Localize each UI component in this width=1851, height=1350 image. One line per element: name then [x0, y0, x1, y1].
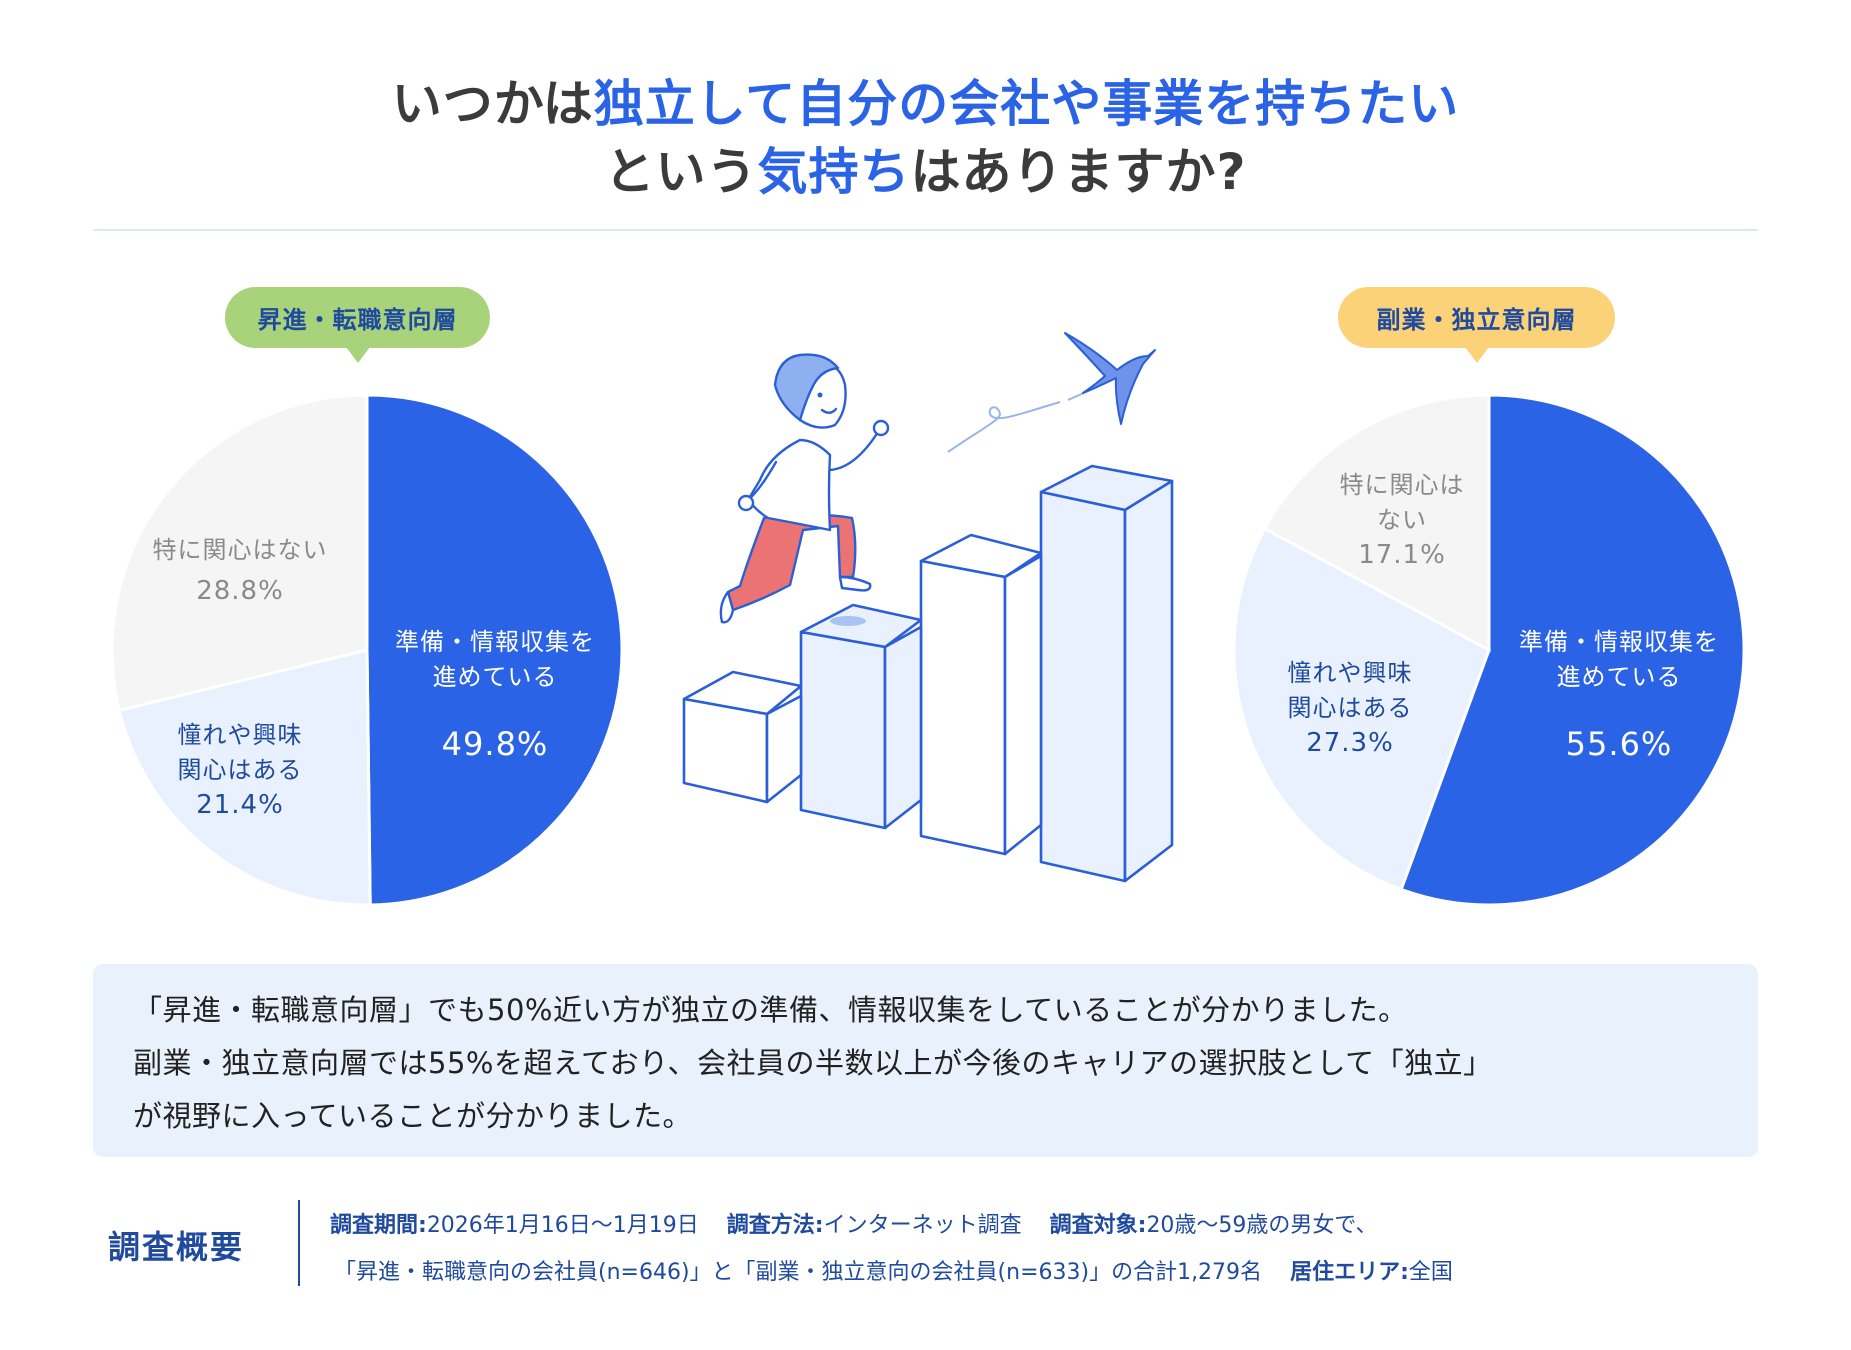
- label-interest: 憧れや興味 関心はある 27.3%: [1270, 656, 1430, 761]
- title-segment-highlight: 気持ち: [757, 143, 911, 201]
- value-prepare: 55.6%: [1565, 725, 1673, 763]
- summary-line-3: が視野に入っていることが分かりました。: [133, 1099, 693, 1133]
- slice-interest: [1232, 526, 1491, 892]
- value-prepare: 49.8%: [441, 725, 549, 763]
- slice-none: [1262, 393, 1491, 653]
- title-segment: はありますか?: [910, 143, 1247, 201]
- label-text: 関心はある: [177, 756, 303, 784]
- bird-icon: [1064, 332, 1156, 425]
- label-text: 特に関心はない: [152, 536, 328, 564]
- period-label: 調査期間:: [330, 1213, 427, 1238]
- label-text: 準備・情報収集を: [1519, 628, 1719, 656]
- step-box-4-icon: [1039, 464, 1174, 883]
- method-label: 調査方法:: [726, 1213, 824, 1238]
- summary-line-2: 副業・独立意向層では55%を超えており、会社員の半数以上が今後のキャリアの選択肢…: [133, 1046, 1493, 1080]
- title-line-2: という気持ちはありますか?: [0, 138, 1851, 206]
- label-none: 特に関心は ない 17.1%: [1327, 468, 1477, 573]
- value-none: 17.1%: [1358, 540, 1446, 570]
- slice-none: [110, 393, 369, 713]
- area-value: 全国: [1408, 1260, 1453, 1285]
- area-label: 居住エリア:: [1290, 1260, 1409, 1285]
- pie-svg-left: [110, 393, 624, 907]
- label-text: 特に関心は: [1339, 471, 1465, 499]
- survey-heading: 調査概要: [108, 1228, 245, 1266]
- step-box-2-icon: [799, 603, 923, 830]
- pie-chart-right: 準備・情報収集を 進めている 55.6% 特に関心は ない 17.1% 憧れや興…: [1232, 393, 1746, 907]
- label-text: 関心はある: [1287, 694, 1413, 722]
- slice-prepare: [365, 393, 624, 907]
- label-text: 進めている: [432, 663, 558, 691]
- survey-line-1: 調査期間:2026年1月16日〜1月19日 調査方法:インターネット調査 調査対象:…: [330, 1207, 1378, 1239]
- label-text: 進めている: [1556, 663, 1682, 691]
- label-prepare: 準備・情報収集を 進めている 55.6%: [1504, 625, 1734, 762]
- title-segment: という: [604, 143, 758, 201]
- value-interest: 27.3%: [1306, 728, 1394, 758]
- period-value: 2026年1月16日〜1月19日: [426, 1213, 699, 1238]
- slice-interest: [117, 648, 372, 907]
- summary-line-1: 「昇進・転職意向層」でも50%近い方が独立の準備、情報収集をしていることが分かり…: [133, 993, 1408, 1027]
- badge-promotion-group: 昇進・転職意向層: [225, 287, 490, 363]
- boy-icon: [719, 353, 890, 624]
- page-title: いつかは独立して自分の会社や事業を持ちたい という気持ちはありますか?: [0, 70, 1851, 206]
- step-box-1-icon: [682, 670, 803, 804]
- method-value: インターネット調査: [823, 1213, 1022, 1238]
- target-value: 20歳〜59歳の男女で、: [1146, 1213, 1378, 1238]
- label-prepare: 準備・情報収集を 進めている 49.8%: [380, 625, 610, 762]
- value-none: 28.8%: [196, 576, 284, 606]
- survey-divider: [298, 1200, 300, 1286]
- target-detail: 「昇進・転職意向の会社員(n=646)」と「副業・独立意向の会社員(n=633)…: [334, 1260, 1263, 1285]
- target-label: 調査対象:: [1049, 1213, 1147, 1238]
- label-none: 特に関心はない 28.8%: [140, 533, 340, 609]
- value-interest: 21.4%: [196, 790, 284, 820]
- title-divider: [93, 229, 1758, 231]
- label-text: 憧れや興味: [177, 721, 303, 749]
- pie-svg-right: [1232, 393, 1746, 907]
- label-text: ない: [1377, 506, 1427, 534]
- title-line-1: いつかは独立して自分の会社や事業を持ちたい: [0, 70, 1851, 138]
- illustration-climbing-steps: [660, 320, 1220, 900]
- flight-path-icon: [947, 387, 1096, 453]
- step-box-3-icon: [919, 533, 1043, 856]
- badge-sidejob-group: 副業・独立意向層: [1338, 287, 1615, 363]
- title-segment-highlight: 独立して自分の会社や事業を持ちたい: [593, 75, 1460, 133]
- slice-prepare: [1399, 393, 1746, 907]
- pie-chart-left: 準備・情報収集を 進めている 49.8% 特に関心はない 28.8% 憧れや興味…: [110, 393, 624, 907]
- survey-line-2: 「昇進・転職意向の会社員(n=646)」と「副業・独立意向の会社員(n=633)…: [334, 1254, 1453, 1286]
- label-interest: 憧れや興味 関心はある 21.4%: [150, 718, 330, 823]
- summary-box: 「昇進・転職意向層」でも50%近い方が独立の準備、情報収集をしていることが分かり…: [93, 964, 1758, 1157]
- illustration-svg: [682, 332, 1174, 883]
- title-segment: いつかは: [391, 75, 594, 133]
- label-text: 準備・情報収集を: [395, 628, 595, 656]
- label-text: 憧れや興味: [1287, 659, 1413, 687]
